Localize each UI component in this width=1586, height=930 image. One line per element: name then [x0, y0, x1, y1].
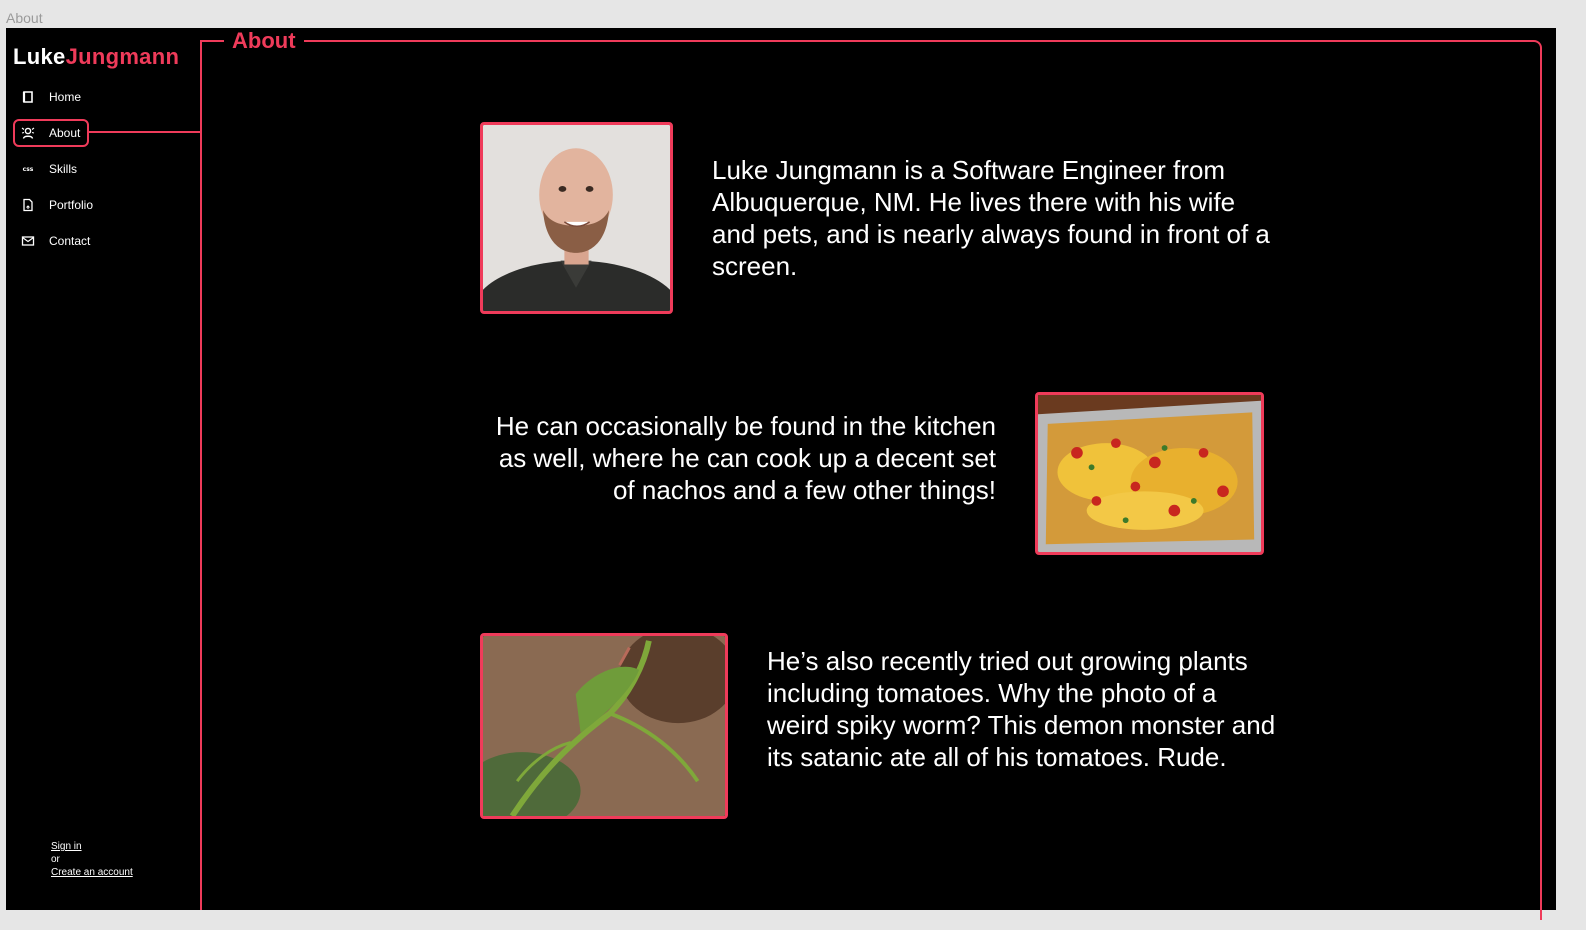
sidebar-item-about[interactable]: About — [13, 119, 89, 147]
sidebar-item-label: Home — [49, 90, 82, 104]
auth-separator: or — [51, 854, 60, 865]
sidebar-item-label: Contact — [49, 234, 91, 248]
sidebar-item-home[interactable]: Home — [13, 83, 89, 111]
hornworm-photo — [480, 633, 728, 819]
page-title: About — [224, 28, 304, 54]
auth-links: Sign in or Create an account — [51, 840, 133, 879]
create-account-link[interactable]: Create an account — [51, 867, 133, 878]
sidebar-item-label: Portfolio — [49, 198, 94, 212]
brand-first-name: Luke — [13, 44, 66, 69]
about-icon — [21, 126, 35, 140]
css-icon: css — [21, 162, 35, 176]
brand-last-name: Jungmann — [65, 44, 180, 69]
portrait-photo — [480, 122, 673, 314]
sidebar-item-label: About — [49, 126, 81, 140]
sidebar-item-contact[interactable]: Contact — [13, 227, 91, 255]
app-frame: LukeJungmann Home About css Skills Portf… — [6, 28, 1556, 920]
nachos-photo — [1035, 392, 1264, 555]
sidebar-item-portfolio[interactable]: Portfolio — [13, 191, 93, 219]
sidebar-divider — [200, 42, 202, 910]
sidebar-item-skills[interactable]: css Skills — [13, 155, 89, 183]
sidebar-item-label: Skills — [49, 162, 78, 176]
sign-in-link[interactable]: Sign in — [51, 841, 82, 852]
bio-text-intro: Luke Jungmann is a Software Engineer fro… — [712, 155, 1270, 281]
svg-text:css: css — [23, 166, 34, 173]
mail-icon — [21, 234, 35, 248]
home-icon — [21, 90, 35, 104]
window-title: About — [6, 10, 43, 26]
document-icon — [21, 198, 35, 212]
bio-text-cooking: He can occasionally be found in the kitc… — [495, 411, 996, 505]
brand-logo[interactable]: LukeJungmann — [13, 44, 179, 70]
active-nav-connector — [89, 131, 201, 133]
content-border — [200, 40, 1542, 920]
bio-text-gardening: He’s also recently tried out growing pla… — [767, 646, 1276, 772]
